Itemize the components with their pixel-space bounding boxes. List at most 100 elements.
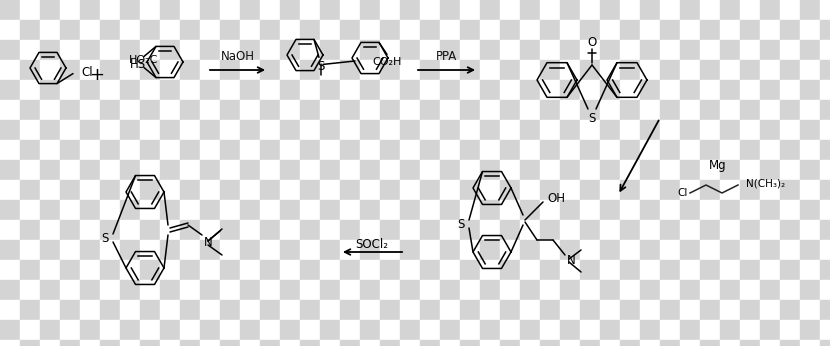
Bar	[280, 120, 300, 140]
Bar	[460, 220, 480, 240]
Bar	[340, 260, 360, 280]
Bar	[640, 0, 660, 20]
Bar	[0, 140, 20, 160]
Bar	[20, 300, 40, 320]
Bar	[160, 340, 180, 346]
Bar	[160, 320, 180, 340]
Bar	[520, 100, 540, 120]
Bar	[800, 60, 820, 80]
Bar	[500, 240, 520, 260]
Bar	[400, 40, 420, 60]
Text: CO₂H: CO₂H	[373, 57, 402, 67]
Bar	[0, 80, 20, 100]
Bar	[60, 80, 80, 100]
Bar	[420, 60, 440, 80]
Bar	[760, 300, 780, 320]
Bar	[180, 80, 200, 100]
Bar	[740, 220, 760, 240]
Bar	[380, 120, 400, 140]
Bar	[620, 300, 640, 320]
Bar	[580, 180, 600, 200]
Bar	[300, 60, 320, 80]
Bar	[640, 120, 660, 140]
Bar	[820, 20, 830, 40]
Bar	[440, 100, 460, 120]
Bar	[820, 160, 830, 180]
Bar	[240, 120, 260, 140]
Bar	[760, 340, 780, 346]
Bar	[720, 100, 740, 120]
Bar	[440, 160, 460, 180]
Bar	[660, 200, 680, 220]
Bar	[420, 320, 440, 340]
Bar	[280, 260, 300, 280]
Bar	[560, 60, 580, 80]
Bar	[480, 60, 500, 80]
Bar	[440, 180, 460, 200]
Bar	[820, 320, 830, 340]
Bar	[280, 100, 300, 120]
Bar	[400, 120, 420, 140]
Bar	[560, 280, 580, 300]
Bar	[360, 340, 380, 346]
Bar	[640, 60, 660, 80]
Bar	[780, 240, 800, 260]
Bar	[460, 340, 480, 346]
Bar	[20, 240, 40, 260]
Bar	[0, 60, 20, 80]
Bar	[600, 260, 620, 280]
Bar	[780, 180, 800, 200]
Bar	[400, 0, 420, 20]
Bar	[760, 40, 780, 60]
Bar	[240, 140, 260, 160]
Bar	[220, 340, 240, 346]
Bar	[640, 80, 660, 100]
Bar	[660, 20, 680, 40]
Bar	[420, 280, 440, 300]
Bar	[580, 240, 600, 260]
Bar	[660, 300, 680, 320]
Bar	[300, 0, 320, 20]
Bar	[700, 20, 720, 40]
Bar	[120, 300, 140, 320]
Bar	[480, 220, 500, 240]
Bar	[640, 40, 660, 60]
Text: N(CH₃)₂: N(CH₃)₂	[746, 178, 785, 188]
Bar	[200, 180, 220, 200]
Bar	[120, 160, 140, 180]
Bar	[740, 40, 760, 60]
Bar	[140, 300, 160, 320]
Bar	[460, 280, 480, 300]
Bar	[60, 320, 80, 340]
Bar	[460, 60, 480, 80]
Bar	[780, 160, 800, 180]
Bar	[400, 260, 420, 280]
Bar	[0, 180, 20, 200]
Bar	[40, 260, 60, 280]
Bar	[700, 120, 720, 140]
Bar	[680, 120, 700, 140]
Bar	[540, 160, 560, 180]
Bar	[0, 220, 20, 240]
Bar	[340, 180, 360, 200]
Bar	[80, 300, 100, 320]
Bar	[160, 120, 180, 140]
Bar	[820, 100, 830, 120]
Bar	[740, 120, 760, 140]
Bar	[820, 300, 830, 320]
Bar	[280, 0, 300, 20]
Bar	[240, 300, 260, 320]
Bar	[700, 0, 720, 20]
Bar	[720, 200, 740, 220]
Bar	[820, 280, 830, 300]
Bar	[200, 40, 220, 60]
Bar	[760, 60, 780, 80]
Bar	[560, 220, 580, 240]
Bar	[640, 240, 660, 260]
Bar	[120, 100, 140, 120]
Bar	[560, 160, 580, 180]
Bar	[580, 340, 600, 346]
Bar	[420, 260, 440, 280]
Bar	[240, 20, 260, 40]
Bar	[240, 340, 260, 346]
